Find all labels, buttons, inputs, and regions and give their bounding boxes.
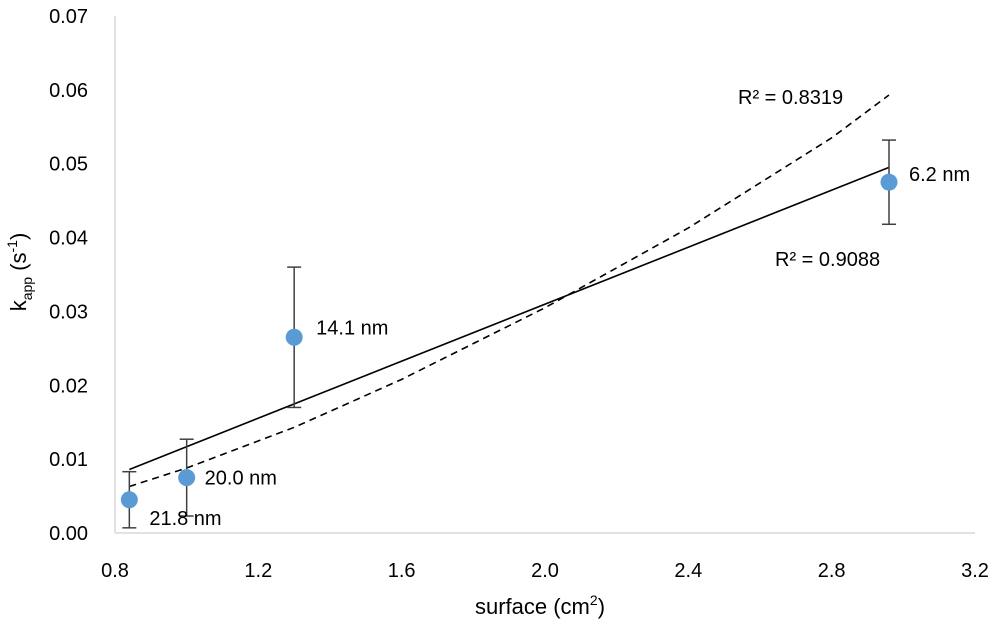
x-tick-label: 2.8	[818, 560, 846, 582]
x-axis-ticks: 0.8 1.2 1.6 2.0 2.4 2.8 3.2	[101, 560, 989, 582]
data-point	[178, 469, 196, 487]
y-tick-label: 0.07	[49, 6, 88, 28]
y-tick-label: 0.06	[49, 80, 88, 102]
y-axis-ticks: 0.00 0.01 0.02 0.03 0.04 0.05 0.06 0.07	[49, 6, 88, 545]
data-point	[120, 491, 138, 509]
y-tick-label: 0.04	[49, 228, 88, 250]
data-point	[880, 173, 898, 191]
y-tick-label: 0.00	[49, 523, 88, 545]
r-squared-label: R² = 0.8319	[738, 87, 843, 109]
y-axis-title: kapp (s-1)	[4, 233, 35, 312]
y-tick-label: 0.03	[49, 301, 88, 323]
x-tick-label: 0.8	[101, 560, 129, 582]
point-label: 14.1 nm	[316, 317, 388, 339]
point-label: 20.0 nm	[205, 468, 277, 490]
y-tick-label: 0.05	[49, 154, 88, 176]
point-label: 21.8 nm	[149, 508, 221, 530]
x-tick-label: 3.2	[961, 560, 989, 582]
x-tick-label: 1.2	[244, 560, 272, 582]
x-tick-label: 2.4	[674, 560, 702, 582]
linear-trendline	[129, 166, 890, 471]
x-axis-title: surface (cm2)	[475, 592, 605, 619]
annotations: 21.8 nm 20.0 nm 14.1 nm 6.2 nm R² = 0.9088 R²…	[149, 87, 970, 530]
dashed-trendline	[129, 94, 890, 488]
trendlines	[129, 94, 890, 488]
y-tick-label: 0.01	[49, 449, 88, 471]
x-tick-label: 1.6	[388, 560, 416, 582]
data-point	[285, 328, 303, 346]
point-label: 6.2 nm	[909, 164, 970, 186]
y-tick-label: 0.02	[49, 375, 88, 397]
x-tick-label: 2.0	[531, 560, 559, 582]
r-squared-label: R² = 0.9088	[775, 249, 880, 271]
data-points	[120, 173, 898, 509]
